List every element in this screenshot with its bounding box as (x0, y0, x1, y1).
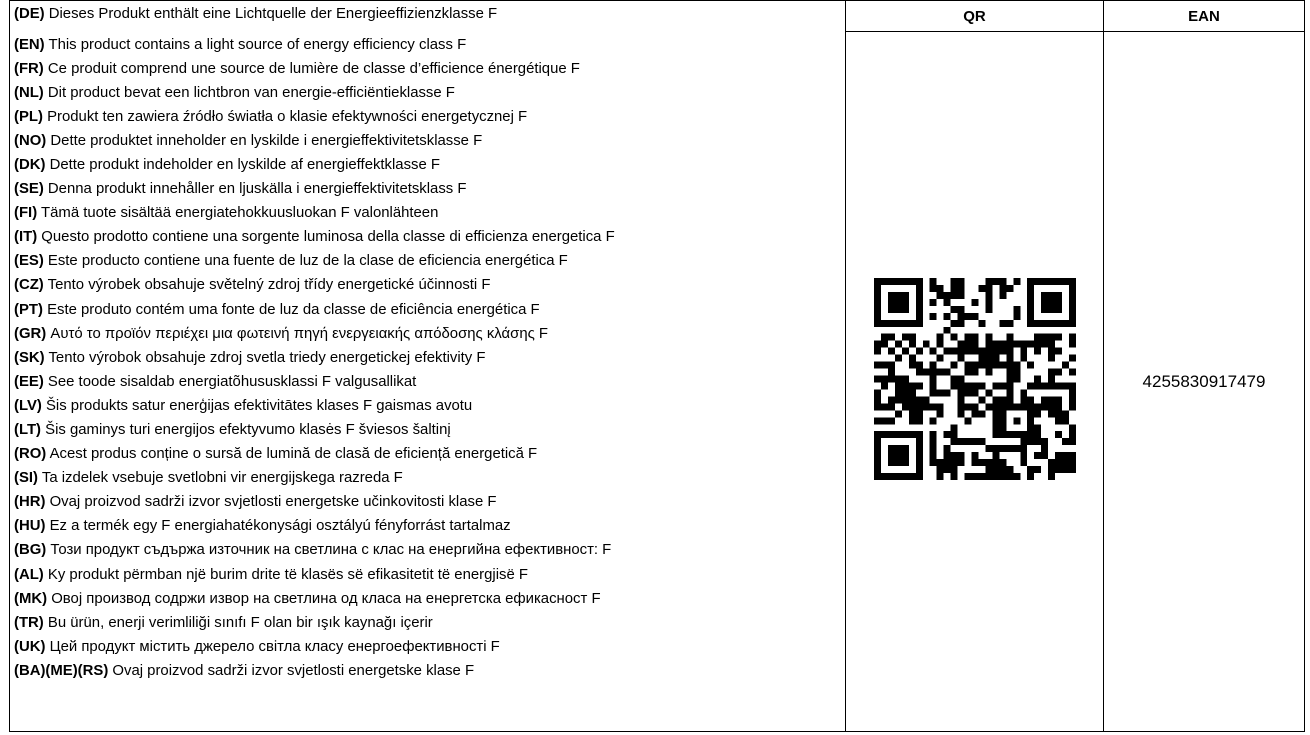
statement-text: Produkt ten zawiera źródło światła o kla… (47, 108, 528, 125)
statement-text: Este producto contiene una fuente de luz… (47, 253, 568, 270)
qr-header: QR (845, 0, 1104, 32)
statement-line: (TR) Bu ürün, enerji verimliliği sınıfı … (14, 611, 845, 635)
statement-text: Dette produktet inneholder en lyskilde i… (50, 132, 483, 149)
ean-header: EAN (1103, 0, 1305, 32)
statement-line: (AL) Ky produkt përmban një burim drite … (14, 563, 845, 587)
language-code: (CZ) (14, 277, 44, 294)
statement-line: (EE) See toode sisaldab energiatõhususkl… (14, 370, 845, 394)
language-code: (MK) (14, 590, 48, 607)
statement-text: Ce produit comprend une source de lumièr… (47, 60, 580, 77)
language-code: (BA)(ME)(RS) (14, 662, 109, 679)
language-code: (ES) (14, 253, 44, 270)
statement-line: (FI) Tämä tuote sisältää energiatehokkuu… (14, 201, 845, 225)
statement-text: Dette produkt indeholder en lyskilde af … (49, 156, 440, 173)
statement-line: (BA)(ME)(RS) Ovaj proizvod sadrži izvor … (14, 659, 845, 683)
language-code: (SI) (14, 470, 38, 487)
statement-text: Ky produkt përmban një burim drite të kl… (47, 566, 528, 583)
statement-line: (SI) Ta izdelek vsebuje svetlobni vir en… (14, 466, 845, 490)
statement-text: Este produto contém uma fonte de luz da … (47, 301, 540, 318)
language-code: (RO) (14, 446, 47, 463)
statement-list: (EN) This product contains a light sourc… (9, 31, 846, 732)
language-code: (PL) (14, 108, 43, 125)
language-code: (PT) (14, 301, 43, 318)
language-code: (HU) (14, 518, 46, 535)
statement-text: Tento výrobek obsahuje světelný zdroj tř… (47, 277, 491, 294)
statement-line: (IT) Questo prodotto contiene una sorgen… (14, 225, 845, 249)
statement-line: (LT) Šis gaminys turi energijos efektyvu… (14, 418, 845, 442)
language-code: (GR) (14, 325, 47, 342)
statement-line: (PT) Este produto contém uma fonte de lu… (14, 298, 845, 322)
statement-text: Този продукт съдържа източник на светлин… (50, 542, 612, 559)
statement-text: Αυτό το προϊόν περιέχει μια φωτεινή πηγή… (50, 325, 549, 342)
statement-line: (MK) Овој производ содржи извор на светл… (14, 587, 845, 611)
statement-line: (NO) Dette produktet inneholder en lyski… (14, 129, 845, 153)
language-code: (SE) (14, 181, 44, 198)
statement-first-row: (DE) Dieses Produkt enthält eine Lichtqu… (9, 0, 846, 32)
qr-cell (845, 31, 1104, 732)
language-code: (NO) (14, 132, 47, 149)
ean-number: 4255830917479 (1142, 371, 1266, 391)
statement-line: (BG) Този продукт съдържа източник на св… (14, 538, 845, 562)
language-code: (NL) (14, 84, 44, 101)
statement-line: (DK) Dette produkt indeholder en lyskild… (14, 153, 845, 177)
statement-text: Dit product bevat een lichtbron van ener… (47, 84, 455, 101)
statement-text: Овој производ содржи извор на светлина о… (51, 590, 601, 607)
language-code: (LV) (14, 397, 42, 414)
statement-text: Ovaj proizvod sadrži izvor svjetlosti en… (49, 494, 497, 511)
statement-text: Tämä tuote sisältää energiatehokkuusluok… (41, 205, 439, 222)
statement-text: Šis produkts satur enerģijas efektivitāt… (45, 397, 473, 414)
statement-line: (FR) Ce produit comprend une source de l… (14, 57, 845, 81)
language-code: (SK) (14, 349, 45, 366)
statement-line: (EN) This product contains a light sourc… (14, 33, 845, 57)
statement-text: Questo prodotto contiene una sorgente lu… (41, 229, 615, 246)
statement-line: (SE) Denna produkt innehåller en ljuskäl… (14, 177, 845, 201)
statement-text: Ta izdelek vsebuje svetlobni vir energij… (41, 470, 403, 487)
statement-text: Ez a termék egy F energiahatékonysági os… (49, 518, 511, 535)
language-code: (UK) (14, 638, 46, 655)
statement-line: (RO) Acest produs conține o sursă de lum… (14, 442, 845, 466)
statement-text: See toode sisaldab energiatõhususklassi … (47, 373, 417, 390)
statement-text: Denna produkt innehåller en ljuskälla i … (47, 181, 467, 198)
statement-text: This product contains a light source of … (48, 36, 467, 53)
language-code: (LT) (14, 422, 42, 438)
statement-text: Bu ürün, enerji verimliliği sınıfı F ola… (47, 614, 433, 631)
statement-line: (DE) Dieses Produkt enthält eine Lichtqu… (14, 2, 845, 26)
language-code: (FI) (14, 205, 38, 222)
language-code: (IT) (14, 229, 38, 246)
statement-text: Цей продукт містить джерело світла класу… (49, 638, 500, 655)
statement-line: (ES) Este producto contiene una fuente d… (14, 249, 845, 273)
ean-cell: 4255830917479 (1103, 31, 1305, 732)
statement-line: (GR) Αυτό το προϊόν περιέχει μια φωτεινή… (14, 322, 845, 346)
statement-line: (UK) Цей продукт містить джерело світла … (14, 635, 845, 659)
statement-line: (NL) Dit product bevat een lichtbron van… (14, 81, 845, 105)
qr-code-icon (873, 278, 1076, 480)
statement-line: (SK) Tento výrobok obsahuje zdroj svetla… (14, 346, 845, 370)
statement-line: (LV) Šis produkts satur enerģijas efekti… (14, 394, 845, 418)
language-code: (BG) (14, 542, 47, 559)
statement-line: (HR) Ovaj proizvod sadrži izvor svjetlos… (14, 490, 845, 514)
statement-text: Acest produs conține o sursă de lumină d… (49, 446, 538, 463)
statement-line: (CZ) Tento výrobek obsahuje světelný zdr… (14, 273, 845, 297)
statement-line: (PL) Produkt ten zawiera źródło światła … (14, 105, 845, 129)
language-code: (EE) (14, 373, 44, 390)
language-code: (DE) (14, 6, 45, 22)
energy-label-table: (DE) Dieses Produkt enthält eine Lichtqu… (9, 0, 1305, 732)
language-code: (TR) (14, 614, 44, 631)
language-code: (EN) (14, 36, 45, 53)
language-code: (HR) (14, 494, 46, 511)
statement-text: Ovaj proizvod sadrži izvor svjetlosti en… (112, 662, 475, 679)
language-code: (DK) (14, 156, 46, 173)
language-code: (FR) (14, 60, 44, 77)
statement-text: Tento výrobok obsahuje zdroj svetla trie… (48, 349, 486, 366)
statement-text: Dieses Produkt enthält eine Lichtquelle … (48, 6, 498, 22)
language-code: (AL) (14, 566, 44, 583)
statement-text: Šis gaminys turi energijos efektyvumo kl… (45, 422, 451, 438)
statement-line: (HU) Ez a termék egy F energiahatékonysá… (14, 514, 845, 538)
